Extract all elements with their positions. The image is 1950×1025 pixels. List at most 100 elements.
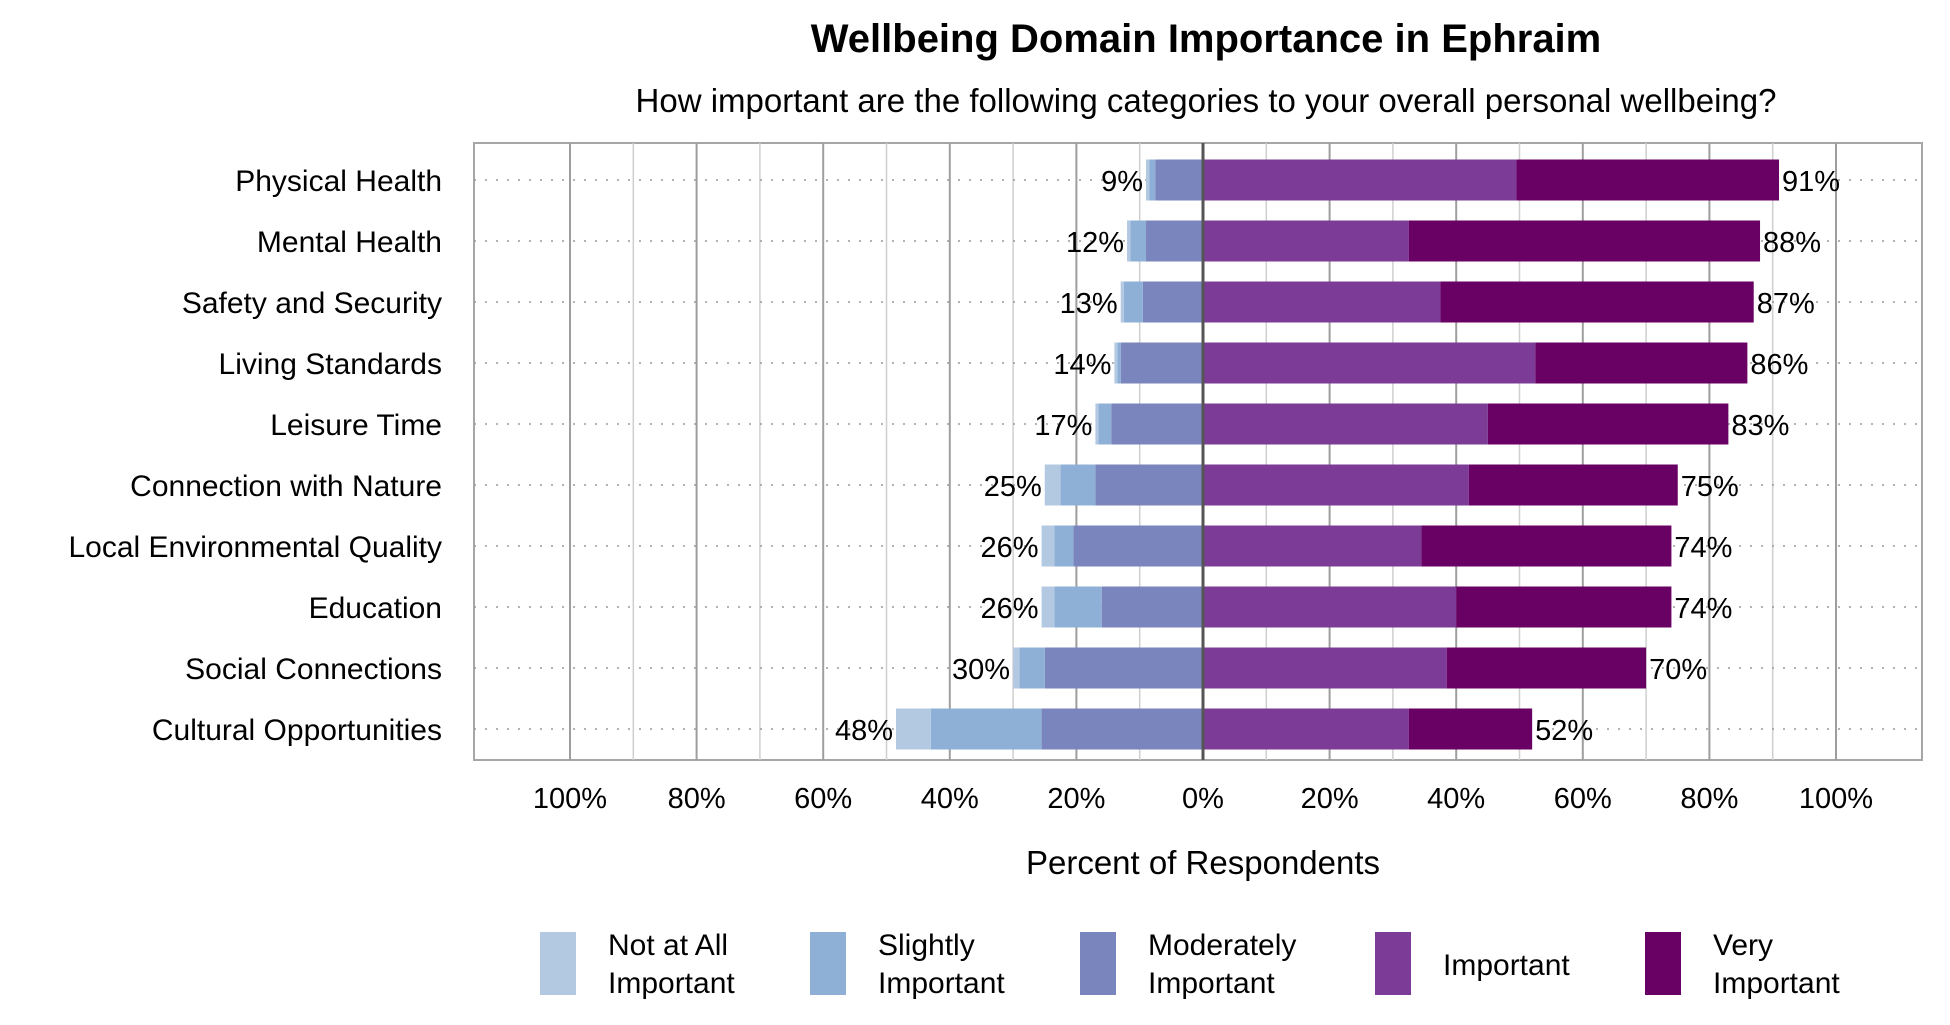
- x-tick-label: 40%: [921, 783, 979, 815]
- bar-segment: [1203, 464, 1469, 506]
- category-label: Safety and Security: [182, 287, 442, 320]
- negative-total-label: 9%: [1101, 166, 1143, 198]
- legend-label: Moderately: [1148, 929, 1296, 962]
- bar-segment: [1073, 525, 1203, 567]
- bar-segment: [1203, 647, 1447, 689]
- bar-segment: [1111, 403, 1203, 445]
- legend-label: Not at All: [608, 929, 728, 962]
- chart-subtitle: How important are the following categori…: [636, 82, 1777, 119]
- legend-label: Important: [1443, 949, 1570, 982]
- legend-swatch: [540, 932, 576, 995]
- bar-segment: [1146, 159, 1150, 201]
- negative-total-label: 48%: [835, 715, 893, 747]
- bar-segment: [1535, 342, 1748, 384]
- x-tick-label: 40%: [1427, 783, 1485, 815]
- positive-total-label: 83%: [1731, 410, 1789, 442]
- x-tick-label: 100%: [1799, 783, 1873, 815]
- x-tick-label: 60%: [794, 783, 852, 815]
- x-tick-label: 80%: [668, 783, 726, 815]
- positive-total-label: 87%: [1757, 288, 1815, 320]
- category-label: Social Connections: [185, 653, 442, 686]
- positive-total-label: 70%: [1649, 654, 1707, 686]
- legend-label: Important: [878, 967, 1005, 1000]
- bar-segment: [1060, 464, 1096, 506]
- chart-title: Wellbeing Domain Importance in Ephraim: [811, 17, 1602, 61]
- positive-total-label: 52%: [1535, 715, 1593, 747]
- bar-segment: [1516, 159, 1780, 201]
- bar-segment: [1203, 586, 1457, 628]
- bar-segment: [1155, 159, 1203, 201]
- category-label: Mental Health: [257, 226, 442, 259]
- x-tick-label: 80%: [1680, 783, 1738, 815]
- bar-segment: [1041, 525, 1055, 567]
- legend-swatch: [1645, 932, 1681, 995]
- positive-total-label: 75%: [1681, 471, 1739, 503]
- legend-label: Important: [608, 967, 735, 1000]
- bar-segment: [1146, 220, 1203, 262]
- legend-label: Important: [1713, 967, 1840, 1000]
- bar-segment: [1446, 647, 1647, 689]
- legend: Not at All Important Slightly Important Mode…: [540, 929, 1840, 1000]
- bar-segment: [1149, 159, 1156, 201]
- bar-segment: [1203, 525, 1422, 567]
- bar-segment: [1123, 281, 1143, 323]
- x-tick-label: 60%: [1554, 783, 1612, 815]
- bar-segment: [1095, 464, 1203, 506]
- legend-label: Important: [1148, 967, 1275, 1000]
- bar-segment: [1101, 586, 1203, 628]
- bar-segment: [895, 708, 931, 750]
- x-tick-label: 20%: [1301, 783, 1359, 815]
- bar-segment: [1468, 464, 1678, 506]
- bar-segment: [1114, 342, 1118, 384]
- bar-segment: [1041, 586, 1055, 628]
- bar-segment: [1054, 525, 1074, 567]
- positive-total-label: 88%: [1763, 227, 1821, 259]
- plot-frame: [473, 142, 1923, 761]
- negative-total-label: 25%: [984, 471, 1042, 503]
- legend-swatch: [1375, 932, 1411, 995]
- category-label: Local Environmental Quality: [68, 531, 442, 564]
- negative-total-label: 13%: [1060, 288, 1118, 320]
- bar-segment: [1019, 647, 1045, 689]
- bar-segment: [1487, 403, 1729, 445]
- x-axis-label: Percent of Respondents: [1026, 844, 1380, 881]
- legend-label: Slightly: [878, 929, 975, 962]
- positive-total-label: 74%: [1674, 593, 1732, 625]
- bar-segment: [1408, 708, 1533, 750]
- bar-segment: [1044, 647, 1203, 689]
- category-label: Education: [309, 592, 442, 625]
- category-label: Living Standards: [219, 348, 442, 381]
- positive-total-label: 91%: [1782, 166, 1840, 198]
- negative-total-label: 30%: [952, 654, 1010, 686]
- bar-segment: [930, 708, 1042, 750]
- bar-segment: [1130, 220, 1147, 262]
- bar-segment: [1203, 281, 1441, 323]
- bar-segment: [1456, 586, 1672, 628]
- negative-total-label: 17%: [1034, 410, 1092, 442]
- bar-segment: [1421, 525, 1672, 567]
- negative-total-label: 26%: [981, 532, 1039, 564]
- legend-label: Very: [1713, 929, 1773, 962]
- bar-segment: [1095, 403, 1099, 445]
- bar-segment: [1203, 159, 1517, 201]
- x-tick-label: 100%: [533, 783, 607, 815]
- legend-swatch: [810, 932, 846, 995]
- category-label: Connection with Nature: [130, 470, 442, 503]
- bar-segment: [1054, 586, 1102, 628]
- bar-segment: [1203, 403, 1488, 445]
- positive-total-label: 74%: [1674, 532, 1732, 564]
- bar-segment: [1098, 403, 1112, 445]
- bar-segment: [1013, 647, 1020, 689]
- x-tick-label: 20%: [1047, 783, 1105, 815]
- positive-total-label: 86%: [1750, 349, 1808, 381]
- bar-segment: [1142, 281, 1203, 323]
- bar-segment: [1408, 220, 1761, 262]
- bar-segment: [1120, 342, 1203, 384]
- bar-segment: [1203, 342, 1536, 384]
- legend-swatch: [1080, 932, 1116, 995]
- negative-total-label: 14%: [1053, 349, 1111, 381]
- bar-segment: [1117, 342, 1121, 384]
- bar-segment: [1203, 220, 1409, 262]
- bar-segment: [1203, 708, 1409, 750]
